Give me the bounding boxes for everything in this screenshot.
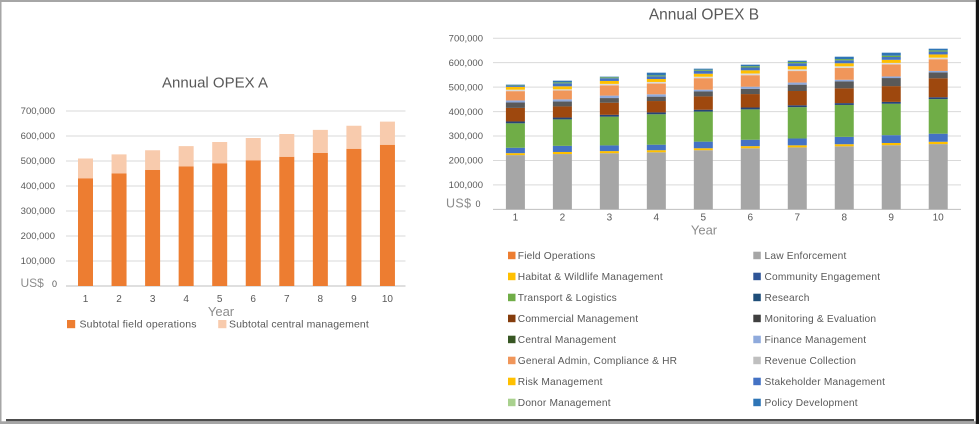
svg-text:400,000: 400,000 [21, 181, 55, 192]
svg-text:7: 7 [795, 213, 801, 224]
svg-text:8: 8 [842, 213, 848, 224]
svg-text:Research: Research [765, 293, 810, 304]
svg-text:6: 6 [748, 213, 754, 224]
svg-text:6: 6 [250, 294, 256, 305]
svg-text:10: 10 [382, 294, 394, 305]
svg-text:Field Operations: Field Operations [518, 251, 596, 262]
svg-text:US$: US$ [21, 276, 45, 290]
svg-text:Habitat & Wildlife Management: Habitat & Wildlife Management [518, 272, 663, 283]
svg-text:Law Enforcement: Law Enforcement [765, 251, 847, 262]
svg-text:General Admin, Compliance & HR: General Admin, Compliance & HR [518, 356, 677, 367]
svg-text:1: 1 [83, 294, 89, 305]
svg-text:Monitoring & Evaluation: Monitoring & Evaluation [765, 314, 877, 325]
svg-text:9: 9 [888, 213, 894, 224]
svg-text:3: 3 [150, 294, 156, 305]
svg-text:Annual OPEX A: Annual OPEX A [162, 75, 268, 92]
svg-text:US$: US$ [446, 197, 472, 211]
svg-text:0: 0 [52, 279, 57, 289]
svg-text:9: 9 [351, 294, 357, 305]
svg-text:Policy Development: Policy Development [765, 398, 858, 409]
svg-text:Risk Management: Risk Management [518, 377, 603, 388]
svg-text:1: 1 [513, 213, 519, 224]
svg-text:300,000: 300,000 [21, 206, 55, 217]
svg-text:600,000: 600,000 [449, 58, 483, 69]
svg-text:700,000: 700,000 [21, 106, 55, 117]
svg-text:8: 8 [318, 294, 324, 305]
svg-text:Commercial Management: Commercial Management [518, 314, 638, 325]
svg-text:100,000: 100,000 [449, 180, 483, 191]
svg-text:Subtotal central management: Subtotal central management [229, 319, 369, 331]
svg-text:10: 10 [933, 213, 945, 224]
svg-text:0: 0 [475, 199, 480, 209]
svg-text:Donor Management: Donor Management [518, 398, 611, 409]
svg-text:2: 2 [116, 294, 122, 305]
svg-text:Annual OPEX B: Annual OPEX B [649, 7, 759, 24]
svg-text:Stakeholder Management: Stakeholder Management [765, 377, 886, 388]
svg-text:600,000: 600,000 [21, 131, 55, 142]
svg-text:Revenue Collection: Revenue Collection [765, 356, 857, 367]
svg-text:200,000: 200,000 [449, 156, 483, 167]
svg-text:3: 3 [607, 213, 613, 224]
svg-text:100,000: 100,000 [21, 256, 55, 267]
svg-text:Transport & Logistics: Transport & Logistics [518, 293, 617, 304]
svg-text:4: 4 [654, 213, 660, 224]
svg-text:Year: Year [691, 223, 718, 238]
svg-text:400,000: 400,000 [449, 107, 483, 118]
svg-text:500,000: 500,000 [21, 156, 55, 167]
svg-text:Year: Year [208, 304, 235, 319]
svg-text:7: 7 [284, 294, 290, 305]
svg-text:Central Management: Central Management [518, 335, 616, 346]
svg-text:Subtotal field operations: Subtotal field operations [80, 319, 197, 331]
svg-text:4: 4 [183, 294, 189, 305]
svg-text:5: 5 [217, 294, 223, 305]
svg-text:5: 5 [701, 213, 707, 224]
svg-text:Finance Management: Finance Management [765, 335, 867, 346]
svg-text:300,000: 300,000 [449, 131, 483, 142]
svg-text:Community Engagement: Community Engagement [765, 272, 881, 283]
svg-text:2: 2 [560, 213, 566, 224]
svg-text:200,000: 200,000 [21, 231, 55, 242]
svg-text:700,000: 700,000 [449, 33, 483, 44]
svg-text:500,000: 500,000 [449, 82, 483, 93]
